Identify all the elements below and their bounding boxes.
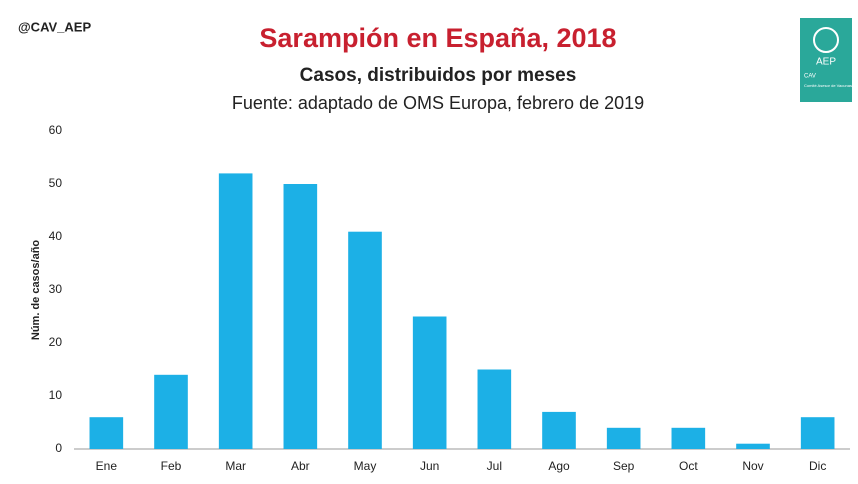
bar [800, 417, 835, 449]
y-tick-label: 50 [49, 176, 63, 190]
x-tick-label: Nov [742, 459, 763, 473]
bar [477, 369, 512, 449]
x-tick-label: Ago [548, 459, 570, 473]
y-tick-label: 30 [49, 282, 63, 296]
y-tick-label: 0 [55, 441, 62, 455]
bar [218, 173, 253, 449]
x-tick-label: Oct [679, 459, 698, 473]
y-tick-label: 60 [49, 123, 63, 137]
x-tick-label: Jul [487, 459, 502, 473]
logo-box [800, 18, 852, 102]
bar [542, 411, 576, 449]
bar [606, 427, 641, 449]
bar [412, 316, 447, 449]
x-tick-label: May [354, 459, 377, 473]
logo-org: CAV [804, 74, 816, 80]
bar [671, 427, 706, 449]
y-tick-label: 20 [49, 335, 63, 349]
x-tick-label: Feb [161, 459, 182, 473]
bar [348, 231, 382, 449]
x-tick-label: Jun [420, 459, 439, 473]
y-axis-label: Núm. de casos/año [30, 240, 42, 341]
x-tick-label: Dic [809, 459, 826, 473]
bar [283, 184, 318, 449]
y-tick-label: 10 [49, 388, 63, 402]
chart-title: Sarampión en España, 2018 [259, 23, 616, 53]
x-tick-label: Sep [613, 459, 635, 473]
chart-subtitle: Casos, distribuidos por meses [300, 65, 577, 86]
logo-name: AEP [816, 57, 836, 68]
x-tick-label: Abr [291, 459, 310, 473]
x-tick-label: Ene [96, 459, 118, 473]
chart-source: Fuente: adaptado de OMS Europa, febrero … [232, 93, 644, 113]
bar [89, 417, 124, 449]
x-tick-label: Mar [225, 459, 246, 473]
y-tick-label: 40 [49, 229, 63, 243]
bar [736, 443, 770, 449]
logo: AEP CAV Comité Asesor de Vacunas [800, 18, 852, 102]
logo-emblem [813, 27, 839, 53]
bar [154, 374, 188, 449]
handle: @CAV_AEP [18, 19, 91, 34]
logo-org-full: Comité Asesor de Vacunas [804, 83, 852, 88]
